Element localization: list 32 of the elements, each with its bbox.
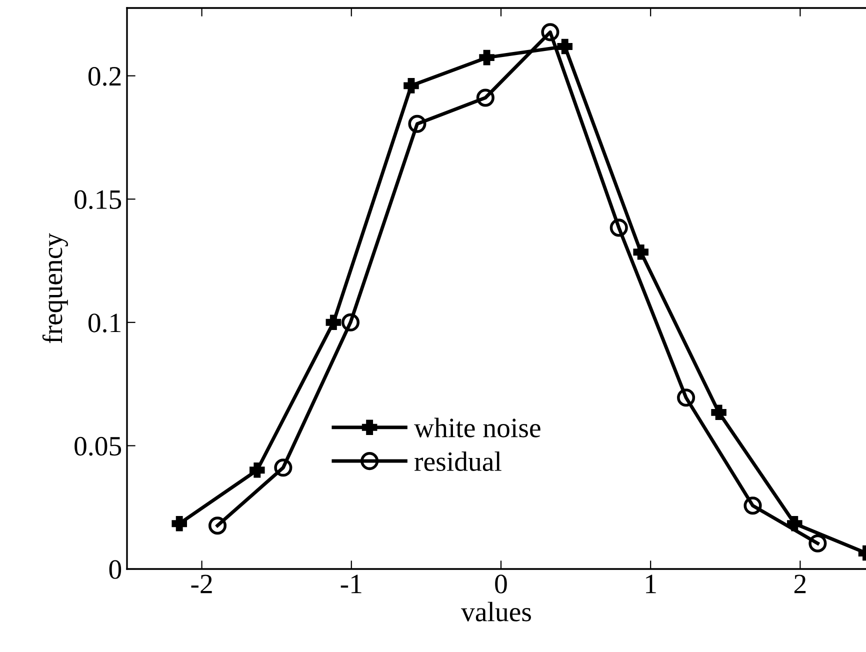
x-axis-title: values	[461, 602, 531, 622]
y-tick-label: 0.1	[88, 314, 120, 332]
point	[274, 458, 292, 477]
point	[408, 114, 426, 133]
x-tick-label: -1	[340, 574, 362, 594]
y-tick-label: 0.05	[74, 436, 122, 456]
x-tick-label: -2	[191, 574, 212, 594]
point	[557, 38, 573, 54]
point	[541, 23, 560, 42]
point	[172, 516, 187, 532]
point	[250, 462, 265, 478]
point	[610, 218, 628, 237]
point	[744, 496, 762, 515]
point	[341, 313, 360, 332]
y-tick-label: 0.2	[88, 66, 121, 86]
point	[326, 314, 342, 330]
point	[711, 404, 726, 420]
x-tick-label: 1	[646, 574, 656, 594]
x-tick-label: 0	[495, 574, 507, 594]
point	[476, 88, 494, 107]
point	[808, 534, 827, 552]
legend-label: residual	[414, 451, 502, 472]
y-tick-label: 0	[109, 560, 122, 579]
x-tick-label: 2	[794, 574, 806, 594]
point	[677, 388, 696, 407]
point	[208, 516, 227, 535]
point	[633, 244, 648, 260]
y-tick-label: 0.15	[74, 190, 122, 210]
legend-label: white noise	[414, 418, 540, 438]
point	[404, 78, 419, 94]
point	[479, 50, 494, 66]
y-axis-title: frequency	[42, 233, 68, 344]
